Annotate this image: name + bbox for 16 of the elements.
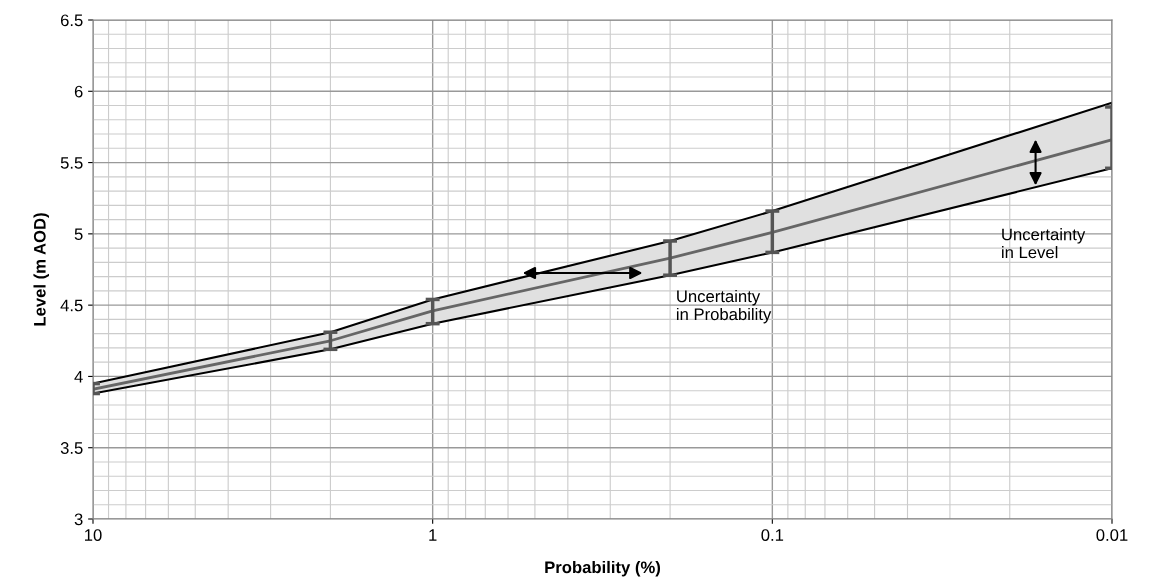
- annotation: Uncertainty in Level: [1002, 228, 1086, 259]
- y-tick-label: 6.5: [60, 14, 83, 27]
- y-tick-label: 3: [74, 513, 83, 526]
- y-tick-label: 4.5: [60, 299, 83, 312]
- y-tick-label: 5: [74, 228, 83, 241]
- x-tick-label: 0.1: [761, 529, 784, 541]
- y-tick-label: 6: [74, 85, 83, 98]
- y-tick-label: 3.5: [60, 442, 83, 454]
- y-tick-label: 5.5: [60, 157, 83, 169]
- annotation: Uncertainty in Probability: [676, 289, 772, 324]
- y-tick-label: 4: [74, 371, 83, 383]
- x-tick-label: 0.01: [1096, 529, 1128, 541]
- x-tick-label: 10: [85, 529, 102, 541]
- x-axis-title: Probability (%): [545, 560, 661, 577]
- y-axis-title: Level (m AOD): [33, 213, 49, 326]
- x-tick-label: 1: [429, 529, 437, 541]
